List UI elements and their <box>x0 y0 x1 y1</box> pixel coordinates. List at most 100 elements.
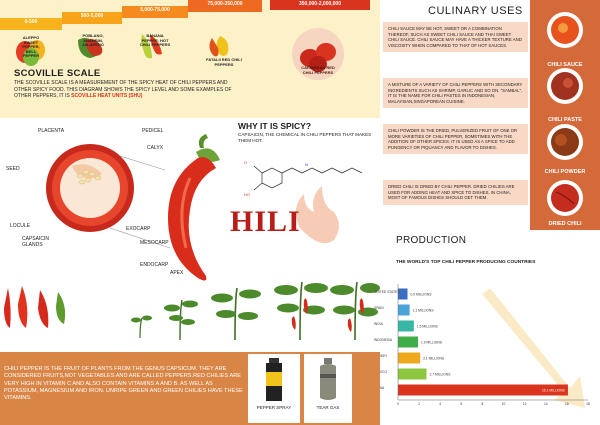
red-chili-pepper-icon <box>168 134 220 281</box>
chart-bar <box>398 304 410 316</box>
scoville-steps-graphic <box>0 0 380 80</box>
chart-tick-label: 2 <box>418 402 420 406</box>
scoville-pepper-name-4: FATALII RED CHILI PEPPERS <box>206 57 242 67</box>
label-endocarp: ENDOCARP <box>140 262 169 268</box>
caribbean-pepper-icon <box>292 28 344 80</box>
scoville-step-5: 350,000-2,000,000 <box>270 1 370 7</box>
label-apex: APEX <box>170 270 184 276</box>
scoville-section: 0-500 500-5,000 5,000-75,000 75,000-350,… <box>0 0 380 118</box>
scoville-pepper-name-1: ALEPPO SWEET PEPPER, BELL PEPPER <box>22 35 40 59</box>
chart-bar <box>398 320 414 332</box>
chart-bar <box>398 288 408 300</box>
jalapeno-icon <box>78 38 103 58</box>
chili-paste-icon <box>547 68 583 104</box>
scoville-step-1: 0-500 <box>0 19 62 25</box>
chart-bar <box>398 368 427 380</box>
chart-bar <box>398 352 421 364</box>
scoville-range: 0-500 <box>24 19 38 25</box>
scoville-range: 5,000-75,000 <box>140 7 170 13</box>
scoville-title: SCOVILLE SCALE <box>14 68 101 79</box>
scoville-range: 75,000-350,000 <box>207 1 243 7</box>
chili-word: HILI <box>230 205 301 238</box>
chart-value-label: 1.1 MILLIONS <box>413 309 435 313</box>
chili-word-flame-icon <box>295 186 339 244</box>
label-locule: LOCULE <box>10 223 31 229</box>
chart-tick-label: 6 <box>460 402 462 406</box>
chart-tick-label: 16 <box>565 402 569 406</box>
plant-chili-fruits-icon <box>291 298 364 332</box>
chart-category-label: INDONESIA <box>374 338 393 342</box>
capsaicin-molecule-icon <box>253 165 363 191</box>
tear-gas-label: TEAR GAS <box>316 405 340 410</box>
chart-category-label: UNITED STATES <box>374 290 400 294</box>
label-pedicel: PEDICEL <box>142 128 164 134</box>
bell-pepper-icon <box>16 40 45 66</box>
scoville-range: 500-5,000 <box>80 13 104 19</box>
chart-category-label: SPAIN <box>374 306 384 310</box>
small-chili-peppers-icon <box>4 286 66 328</box>
chart-category-label: TURKEY <box>374 354 388 358</box>
chart-tick-label: 4 <box>439 402 441 406</box>
label-mesocarp: MESOCARP <box>140 240 169 246</box>
chart-bar <box>398 384 568 396</box>
tear-gas-icon <box>320 358 336 400</box>
scoville-step-2: 500-5,000 <box>62 13 122 19</box>
banana-pepper-icon <box>141 34 162 59</box>
molecule-o-label: O <box>244 160 247 165</box>
why-spicy-text: CAPSAICIN, THE CHEMICAL IN CHILI PEPPERS… <box>238 132 372 143</box>
label-dried-chili: DRIED CHILI <box>548 221 582 227</box>
culinary-item-chili-sauce: CHILI SAUCE MAY BE HOT, SWEET OR A COMBI… <box>383 22 528 53</box>
label-calyx: CALYX <box>147 145 164 151</box>
scoville-pepper-name-3: BANANA PEPPER, HOT CHILI PEPPERS <box>139 33 171 48</box>
culinary-item-chili-powder: CHILI POWDER IS THE DRIED, PULVERIZED FR… <box>383 124 528 155</box>
molecule-ho-label: HO <box>244 192 250 197</box>
scoville-step-4: 75,000-350,000 <box>188 1 262 7</box>
chili-sauce-icon <box>547 12 583 48</box>
chart-category-label: INDIA <box>374 322 384 326</box>
chart-value-label: 16.1 MILLIONS <box>542 389 566 393</box>
chart-tick-label: 18 <box>586 402 590 406</box>
chili-powder-icon <box>547 124 583 160</box>
scoville-description: THE SCOVILLE SCALE IS A MEASUREMENT OF T… <box>14 80 232 99</box>
culinary-item-dried-chili: DRIED CHILI IS DRIED BY CHILI PEPPER. DR… <box>383 180 528 205</box>
molecule-n-label: N <box>305 162 308 167</box>
pepper-plant-growth-icon <box>131 281 380 341</box>
scoville-highlight: SCOVILLE HEAT UNITS (SHU) <box>71 93 143 99</box>
scoville-range: 350,000-2,000,000 <box>299 1 341 7</box>
pepper-spray-icon <box>266 358 282 401</box>
label-placenta: PLACENTA <box>38 128 65 134</box>
chili-facts-text: CHILI PEPPER IS THE FRUIT OF PLANTS FROM… <box>4 366 243 402</box>
chart-value-label: 2.1 MILLIONS <box>423 357 445 361</box>
scoville-pepper-name-5: CARIBBEAN RED CHILI PEPPERS <box>301 65 335 75</box>
pepper-spray-label: PEPPER SPRAY <box>256 405 292 410</box>
label-chili-sauce: CHILI SAUCE <box>547 62 583 68</box>
anatomy-illustration: O HO N <box>4 134 380 341</box>
why-spicy-title: WHY IT IS SPICY? <box>238 121 312 131</box>
production-bar-chart: 0.9 MILLIONS 1.1 MILLIONS 1.5 MILLIONS 1.9 … <box>374 284 590 408</box>
chart-value-label: 1.9 MILLIONS <box>421 341 443 345</box>
chart-value-label: 0.9 MILLIONS <box>411 293 433 297</box>
chart-arrow-icon <box>482 288 585 408</box>
culinary-food-images <box>547 12 583 216</box>
chart-category-label: MEXICO <box>374 370 387 374</box>
dried-chili-icon <box>547 180 583 216</box>
label-chili-powder: CHILI POWDER <box>544 169 586 175</box>
chart-title: THE WORLD'S TOP CHILI PEPPER PRODUCING C… <box>396 260 536 265</box>
pepper-cross-section-icon <box>46 144 134 232</box>
label-chili-paste: CHILI PASTE <box>548 117 582 123</box>
chart-tick-label: 14 <box>544 402 548 406</box>
label-capsaicin-glands: CAPSAICIN GLANDS <box>22 236 49 249</box>
chart-value-label: 2.7 MILLIONS <box>430 373 452 377</box>
label-seed: SEED <box>6 166 20 172</box>
culinary-title: CULINARY USES <box>428 5 523 17</box>
chart-tick-label: 12 <box>523 402 527 406</box>
chart-bar <box>398 336 419 348</box>
chart-tick-label: 0 <box>397 402 399 406</box>
chart-value-label: 1.5 MILLIONS <box>417 325 439 329</box>
fatalii-pepper-icon <box>209 36 229 57</box>
label-exocarp: EXOCARP <box>126 226 151 232</box>
scoville-step-3: 5,000-75,000 <box>122 7 188 13</box>
scoville-pepper-name-2: POBLANO, ANAHEIM, JALAPENO <box>82 33 104 48</box>
chart-tick-label: 10 <box>502 402 506 406</box>
culinary-item-chili-paste: A MIXTURE OF A VARIETY OF CHILI PEPPERS … <box>383 78 528 109</box>
